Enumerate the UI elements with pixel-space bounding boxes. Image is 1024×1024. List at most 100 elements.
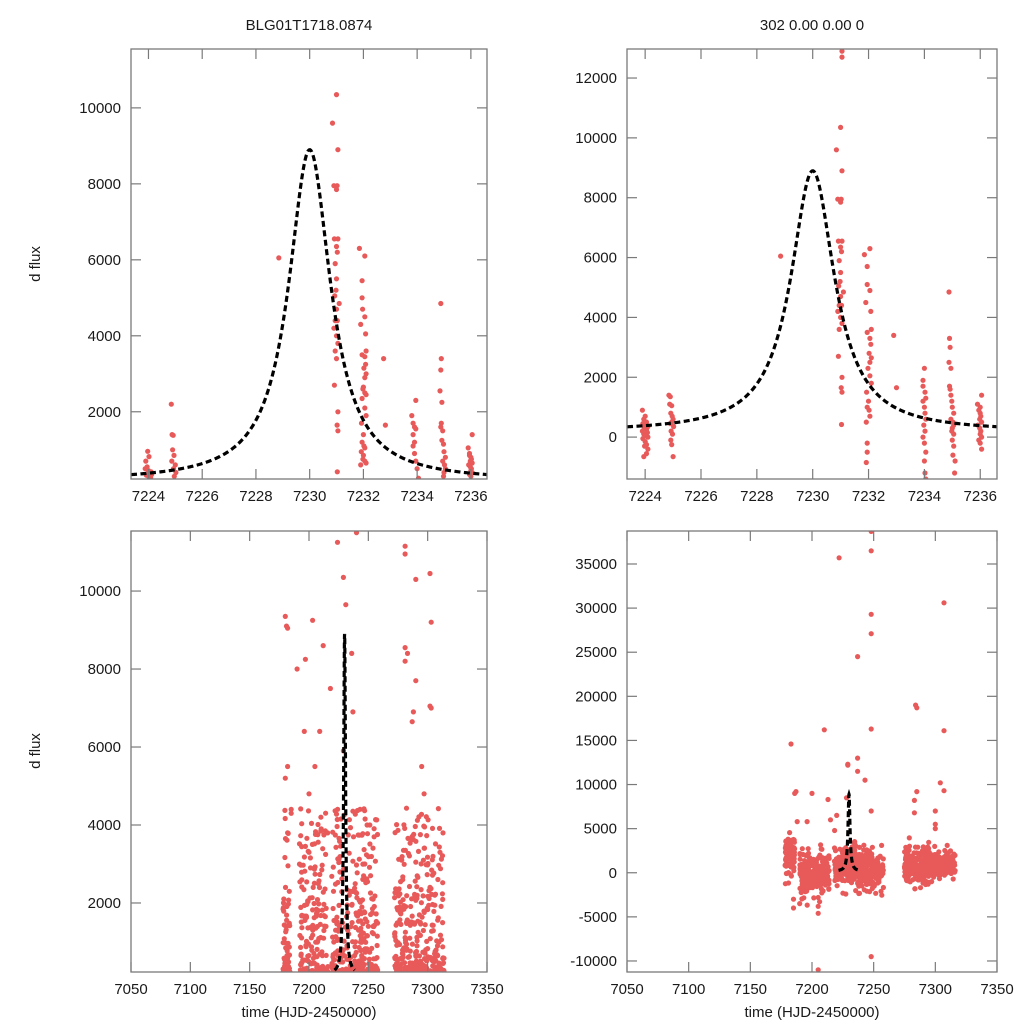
data-point [307,855,313,861]
data-point [809,861,815,867]
data-point [352,881,358,887]
data-point [372,858,378,864]
data-point [840,289,847,295]
data-point [944,867,950,873]
data-point [334,937,340,944]
data-point [440,944,446,950]
x-axis-label-bottom-left: time (HJD-2450000) [241,1004,376,1021]
x-tick-label: 7224 [628,488,661,505]
data-point [318,934,324,941]
model-curve [838,788,860,872]
data-point [812,869,818,876]
data-point [422,950,428,956]
data-point [310,932,316,938]
data-point [336,856,342,862]
data-point [842,878,848,884]
data-point [432,956,438,962]
x-tick-label: 7200 [292,981,325,998]
data-point [434,938,440,944]
data-point [342,953,348,959]
data-point [950,452,956,458]
data-point [424,854,431,860]
data-point [282,884,289,891]
data-point [905,870,911,876]
data-point [836,326,842,332]
data-point [362,405,368,411]
data-point [415,929,421,936]
data-point [319,867,325,873]
data-point [783,870,790,877]
data-point [392,955,398,962]
data-point [797,856,803,862]
data-point [822,855,828,862]
data-point [359,278,365,284]
data-point [839,872,845,878]
data-point [306,849,312,855]
data-point [430,853,436,860]
data-point [353,862,360,868]
data-point [381,356,387,362]
data-point [284,912,290,918]
data-point [398,921,404,928]
data-point [670,454,676,460]
data-point [818,865,825,871]
data-point [413,678,419,684]
data-point [336,835,342,841]
data-point [335,879,341,886]
data-point [301,887,307,893]
plot-area [131,92,487,479]
data-point [920,844,926,850]
data-point [418,811,425,817]
data-point [669,431,676,437]
data-point [281,936,287,942]
y-tick-label: -10000 [570,953,617,970]
x-axis-label-bottom-right: time (HJD-2450000) [744,1004,879,1021]
data-point [169,458,175,464]
data-point [334,422,340,428]
data-point [373,956,379,962]
data-point [788,864,794,870]
data-point [408,960,414,966]
data-point [801,895,807,901]
data-point [790,905,797,911]
data-point [411,450,418,457]
plot-area [280,531,447,972]
data-point [668,437,674,443]
data-point [840,853,846,859]
data-point [838,199,844,205]
data-point [435,806,441,812]
data-point [940,862,946,868]
data-point [949,859,955,865]
data-point [369,930,375,936]
data-point [333,243,340,250]
data-point [878,888,884,894]
data-point [803,852,809,859]
data-point [348,924,354,930]
data-point [868,380,874,386]
data-point [320,643,326,649]
data-point [281,896,287,902]
data-point [310,884,316,891]
data-point [332,348,338,354]
data-point [404,650,411,657]
data-point [904,877,910,884]
data-point [838,124,844,130]
x-tick-label: 7228 [740,488,773,505]
y-tick-label: 0 [609,865,617,882]
data-point [401,903,407,909]
data-point [359,832,365,838]
data-point [352,924,359,931]
data-point [912,872,919,878]
data-point [941,728,947,734]
data-point [305,925,311,931]
data-point [335,236,341,242]
data-point [862,861,868,868]
data-point [398,911,404,917]
data-point [317,871,323,878]
data-point [333,276,340,282]
data-point [440,428,446,434]
data-point [948,870,954,877]
x-tick-label: 7226 [684,488,717,505]
data-point [358,321,364,327]
data-point [304,835,310,841]
